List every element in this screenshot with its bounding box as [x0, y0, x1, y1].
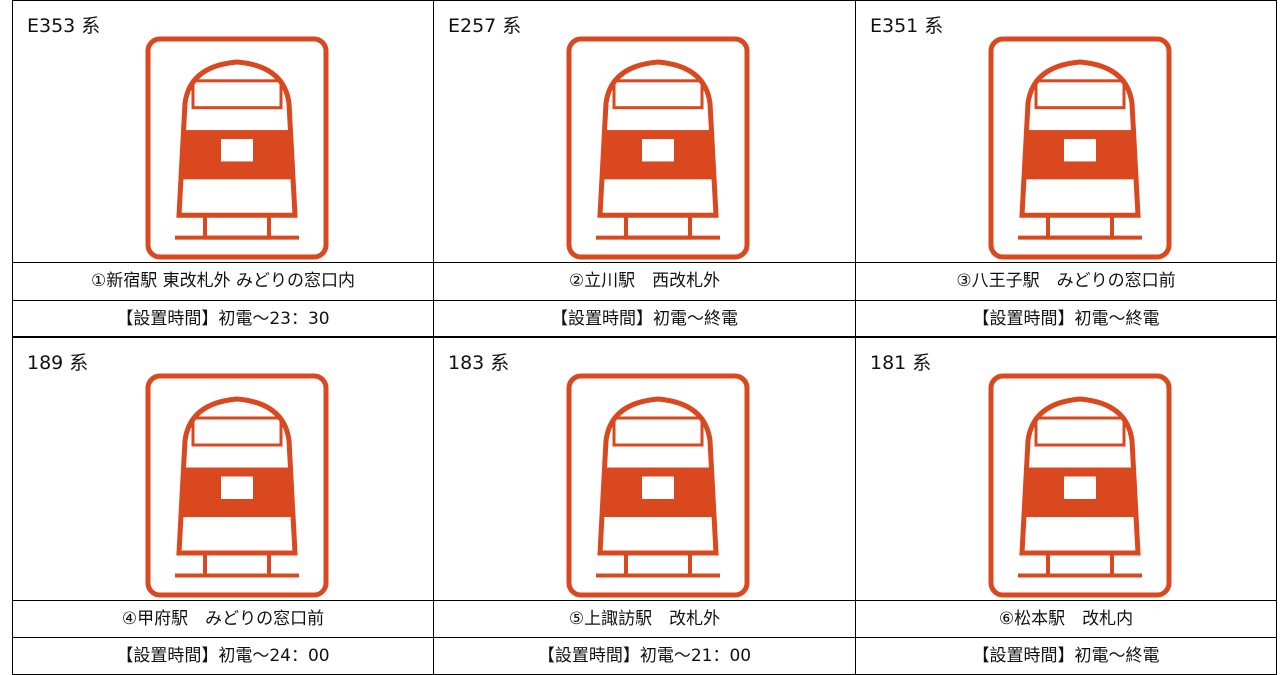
series-label: 183 系: [448, 352, 510, 374]
series-label: E257 系: [448, 15, 522, 37]
location-text: ③八王子駅 みどりの窓口前: [855, 262, 1277, 301]
series-label: E353 系: [27, 15, 101, 37]
hours-text: 【設置時間】初電～24：00: [12, 637, 434, 675]
hours-text: 【設置時間】初電～21：00: [433, 637, 856, 675]
location-text: ④甲府駅 みどりの窓口前: [12, 600, 434, 638]
series-label: E351 系: [870, 15, 944, 37]
location-text: ⑥松本駅 改札内: [855, 600, 1277, 638]
location-text: ①新宿駅 東改札外 みどりの窓口内: [12, 262, 434, 301]
location-text: ⑤上諏訪駅 改札外: [433, 600, 856, 638]
hours-text: 【設置時間】初電～終電: [855, 637, 1277, 675]
stamp-image: [145, 36, 329, 260]
series-label: 181 系: [870, 352, 932, 374]
hours-text: 【設置時間】初電～終電: [433, 300, 856, 337]
stamp-image: [145, 373, 329, 598]
series-label: 189 系: [27, 352, 89, 374]
location-text: ②立川駅 西改札外: [433, 262, 856, 301]
hours-text: 【設置時間】初電～23：30: [12, 300, 434, 337]
stamp-image: [566, 36, 750, 260]
stamp-image: [988, 36, 1172, 260]
hours-text: 【設置時間】初電～終電: [855, 300, 1277, 337]
stamp-image: [566, 373, 750, 598]
stamp-image: [988, 373, 1172, 598]
